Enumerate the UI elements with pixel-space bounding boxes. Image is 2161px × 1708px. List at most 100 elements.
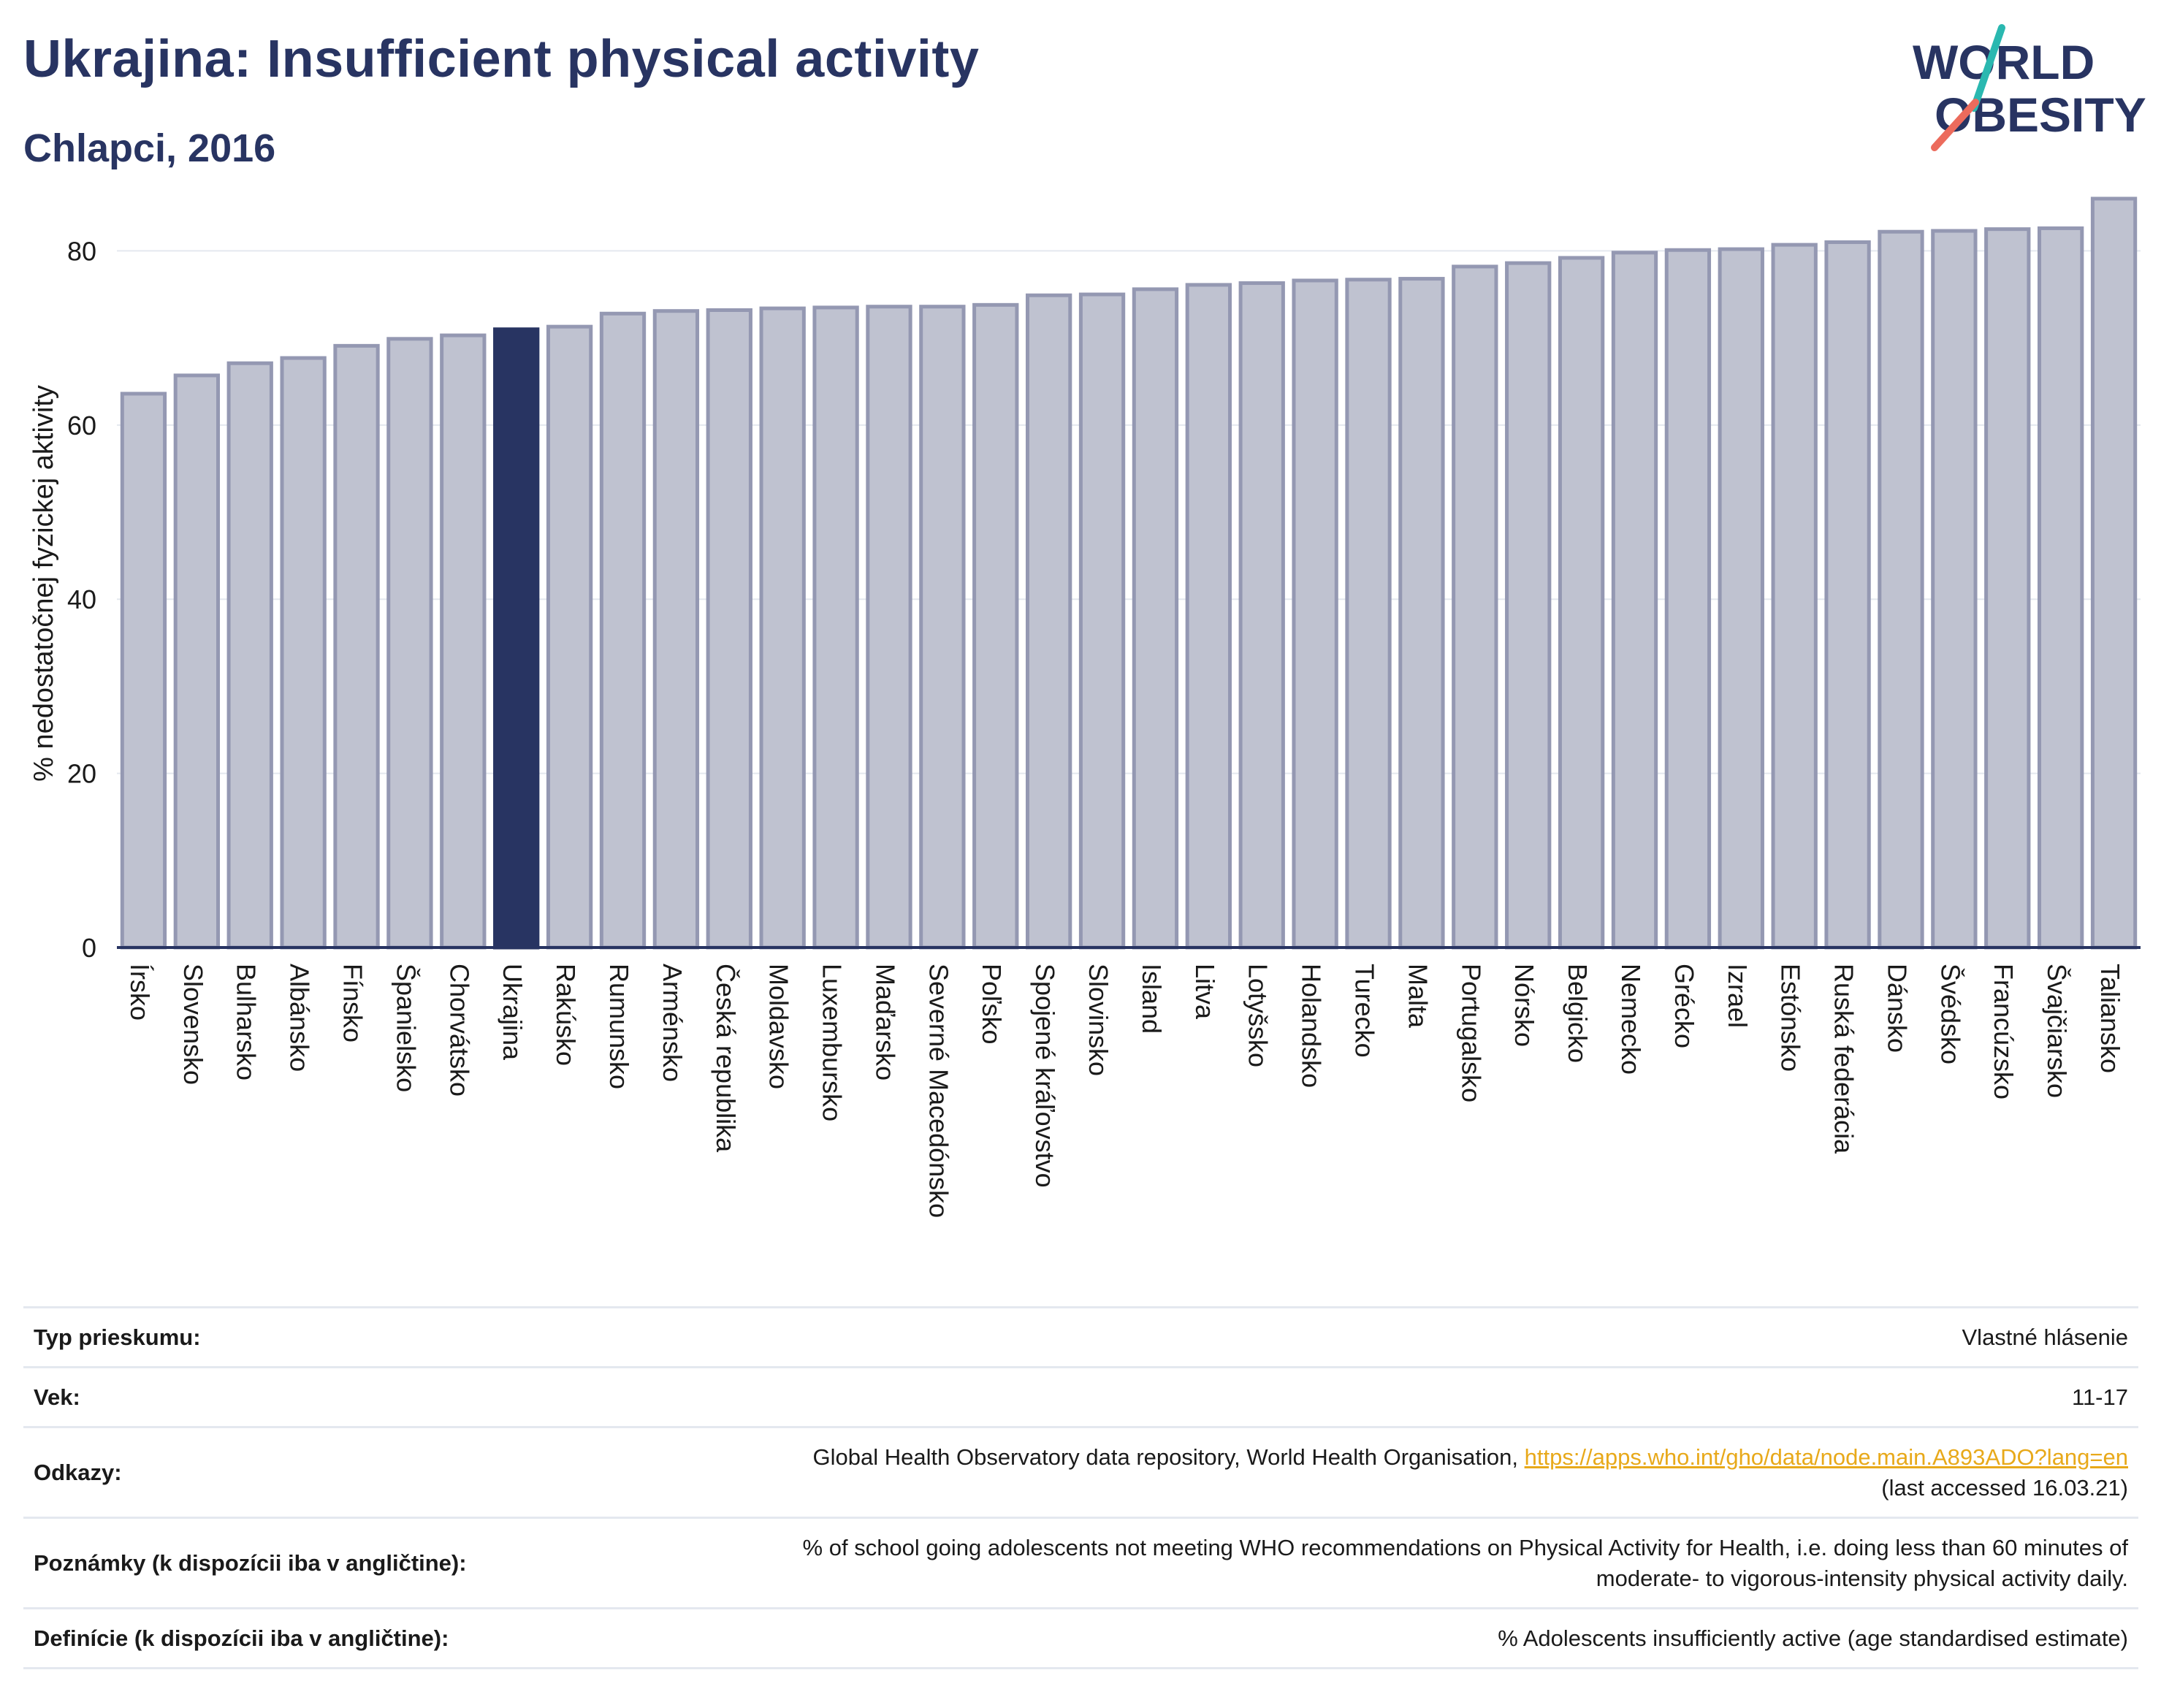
meta-value: % Adolescents insufficiently active (age… (599, 1607, 2138, 1669)
meta-label: Odkazy: (23, 1426, 599, 1518)
x-tick-label: Dánsko (1882, 964, 1912, 1053)
bar (1026, 293, 1072, 950)
bar (759, 306, 806, 950)
x-tick-label: Estónsko (1776, 964, 1806, 1072)
x-tick-label: Nórsko (1509, 964, 1539, 1047)
reference-text: Global Health Observatory data repositor… (812, 1444, 1525, 1470)
x-tick-label: Belgicko (1563, 964, 1593, 1063)
bar (706, 308, 752, 950)
y-tick-label: 0 (82, 933, 96, 963)
x-tick-label: Rumunsko (604, 964, 634, 1089)
meta-label: Typ prieskumu: (23, 1306, 599, 1368)
y-tick-label: 80 (67, 236, 96, 266)
bar (1771, 243, 1818, 950)
bar (226, 361, 273, 950)
x-tick-label: Turecko (1350, 964, 1380, 1058)
meta-row-notes: Poznámky (k dispozícii iba v angličtine)… (23, 1517, 2138, 1609)
x-tick-label: Írsko (125, 964, 155, 1021)
x-tick-label: Portugalsko (1456, 964, 1486, 1102)
x-tick-label: Maďarsko (870, 964, 900, 1080)
bar (2038, 226, 2084, 950)
bar (1984, 227, 2031, 950)
meta-value: Vlastné hlásenie (599, 1306, 2138, 1368)
x-axis-labels: Írsko Slovensko Bulharsko Albánsko Fínsko Špa… (125, 964, 2125, 1218)
x-tick-label: Izrael (1723, 964, 1753, 1028)
notes-line-2: moderate- to vigorous-intensity physical… (1596, 1565, 2128, 1591)
x-tick-label: Chorvátsko (444, 964, 474, 1097)
bar (1718, 247, 1764, 950)
x-tick-label: Slovensko (178, 964, 208, 1085)
bar (1611, 251, 1658, 950)
meta-label: Vek: (23, 1366, 599, 1427)
meta-value: Global Health Observatory data repositor… (599, 1426, 2138, 1518)
logo-text-obesity: OBESITY (1935, 88, 2146, 142)
x-tick-label: Albánsko (285, 964, 315, 1072)
reference-link[interactable]: https://apps.who.int/gho/data/node.main.… (1524, 1444, 2128, 1470)
bar (1185, 283, 1232, 950)
logo-slash-coral (1931, 99, 1979, 151)
x-tick-label: Ruská federácia (1829, 964, 1859, 1154)
x-tick-label: Holandsko (1297, 964, 1327, 1088)
y-tick-label: 20 (67, 759, 96, 789)
bar (333, 343, 380, 950)
bar (1345, 278, 1392, 950)
bar (1505, 261, 1552, 950)
bars (120, 197, 2138, 950)
bar (386, 337, 433, 950)
bar (652, 309, 700, 950)
x-tick-label: Arménsko (658, 964, 687, 1082)
x-tick-label: Grécko (1669, 964, 1699, 1048)
bar (1878, 229, 1924, 950)
reference-accessed-note: (last accessed 16.03.21) (1881, 1474, 2128, 1501)
x-tick-label: Spojené kráľovstvo (1030, 964, 1060, 1188)
y-tick-label: 60 (67, 411, 96, 441)
bar (919, 305, 966, 950)
logo-slash-teal (1970, 24, 2005, 112)
bar (1238, 281, 1285, 950)
meta-row-age: Vek: 11-17 (23, 1366, 2138, 1427)
bar (546, 324, 593, 950)
chart-subtitle: Chlapci, 2016 (23, 126, 276, 170)
bar (440, 333, 487, 950)
bar (972, 302, 1019, 950)
world-obesity-logo: WORLD OBESITY (1913, 24, 2146, 151)
bar (1824, 240, 1871, 950)
bar (1931, 229, 1978, 950)
x-tick-label: Rakúsko (551, 964, 581, 1066)
meta-value: 11-17 (599, 1366, 2138, 1427)
x-tick-label: Švédsko (1935, 964, 1965, 1064)
x-tick-label: Bulharsko (232, 964, 262, 1080)
bar (1132, 287, 1179, 950)
y-axis-ticks: 0 20 40 60 80 (67, 236, 96, 963)
y-tick-label: 40 (67, 584, 96, 614)
x-tick-label: Fínsko (338, 964, 368, 1042)
x-tick-label: Lotyšsko (1243, 964, 1273, 1067)
x-tick-label: Poľsko (977, 964, 1007, 1045)
bar (1558, 256, 1605, 950)
x-tick-label: Španielsko (391, 964, 421, 1092)
x-tick-label: Francúzsko (1989, 964, 2019, 1099)
bar (599, 311, 647, 950)
chart-title: Ukrajina: Insufficient physical activity (23, 30, 980, 88)
x-tick-label: Malta (1403, 964, 1433, 1029)
x-tick-label: Luxembursko (817, 964, 847, 1121)
x-tick-label: Švajčiarsko (2042, 964, 2072, 1098)
bar (1398, 277, 1445, 950)
bar-chart: 0 20 40 60 80 Írsko Slovensko Bulharsko Albánsk… (28, 197, 2141, 1218)
y-axis-title: % nedostatočnej fyzickej aktivity (28, 385, 59, 782)
bar (173, 373, 220, 950)
x-tick-label: Island (1137, 964, 1167, 1034)
meta-row-references: Odkazy: Global Health Observatory data r… (23, 1426, 2138, 1518)
logo-text-world: WORLD (1913, 35, 2095, 89)
x-tick-label: Litva (1190, 964, 1220, 1020)
bar (280, 356, 327, 950)
meta-row-definitions: Definície (k dispozícii iba v angličtine… (23, 1607, 2138, 1669)
bar (1078, 292, 1126, 950)
x-tick-label: Nemecko (1616, 964, 1646, 1075)
x-tick-label: Moldavsko (764, 964, 794, 1089)
bar (866, 305, 912, 950)
x-tick-label: Severné Macedónsko (923, 964, 953, 1218)
bar (2090, 197, 2138, 950)
bar-highlighted (493, 327, 540, 950)
notes-line-1: % of school going adolescents not meetin… (802, 1534, 2128, 1560)
